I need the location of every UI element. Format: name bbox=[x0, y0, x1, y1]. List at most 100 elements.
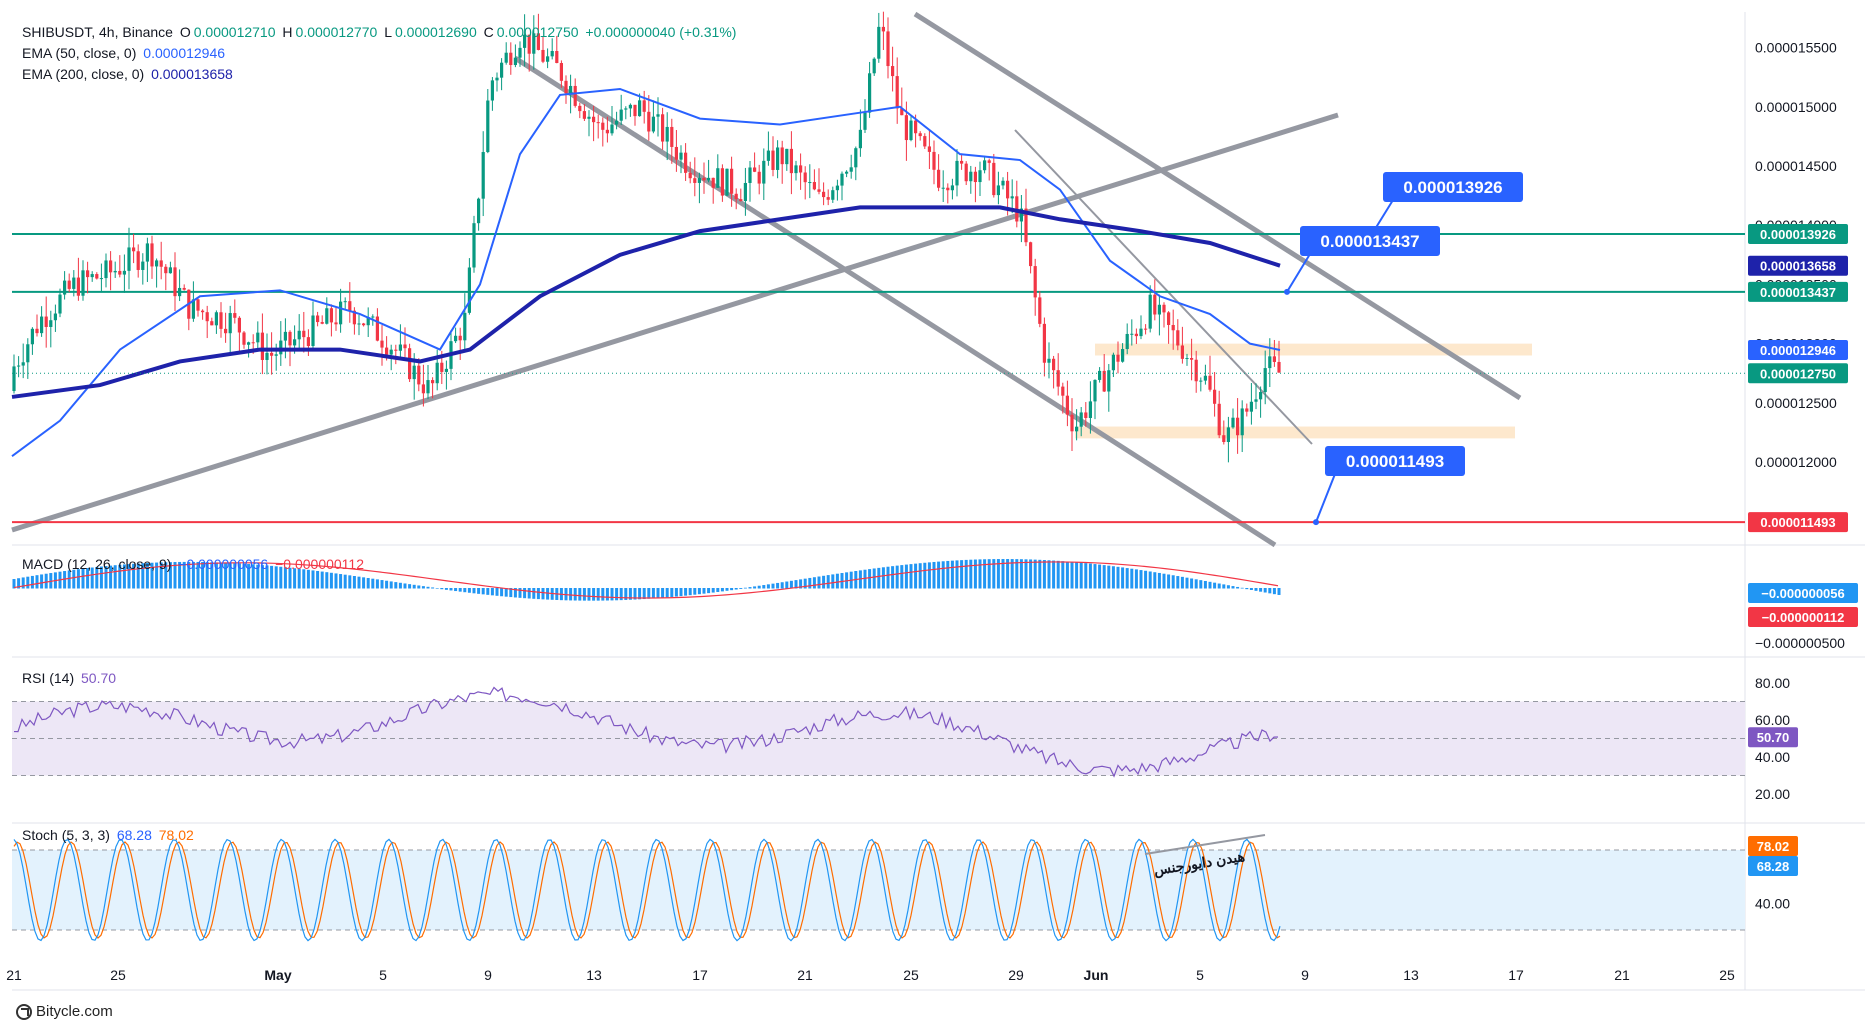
candle-body bbox=[431, 380, 435, 384]
short-trendline bbox=[1014, 129, 1313, 445]
macd-histogram-bar bbox=[932, 561, 936, 589]
macd-histogram-bar bbox=[481, 588, 485, 595]
candle-body bbox=[831, 190, 835, 200]
candle-body bbox=[12, 366, 16, 392]
stoch-band bbox=[12, 850, 1745, 930]
price-badge bbox=[1748, 512, 1848, 533]
macd-histogram-bar bbox=[1263, 588, 1267, 593]
macd-histogram-bar bbox=[86, 568, 90, 589]
candle-body bbox=[1180, 345, 1184, 359]
candle-body bbox=[1116, 354, 1120, 362]
macd-histogram-bar bbox=[955, 560, 959, 589]
candle-body bbox=[973, 171, 977, 183]
candle-body bbox=[891, 66, 895, 77]
candle-body bbox=[904, 115, 908, 141]
macd-histogram-bar bbox=[26, 576, 30, 589]
macd-histogram-bar bbox=[831, 574, 835, 589]
callout-connector bbox=[1286, 253, 1311, 293]
macd-histogram-bar bbox=[90, 567, 94, 589]
candle-body bbox=[288, 331, 292, 346]
price-tick-label: 0.000015000 bbox=[1755, 99, 1837, 115]
candle-body bbox=[477, 198, 481, 224]
macd-histogram-bar bbox=[228, 562, 232, 589]
ema200-value: 0.000013658 bbox=[151, 66, 233, 82]
candle-body bbox=[808, 182, 812, 184]
macd-histogram-bar bbox=[757, 585, 761, 589]
candle-body bbox=[794, 165, 798, 174]
candle-body bbox=[403, 344, 407, 349]
macd-histogram-bar bbox=[1259, 588, 1263, 592]
candle-body bbox=[559, 63, 563, 81]
candle-body bbox=[219, 312, 223, 329]
candle-body bbox=[348, 301, 352, 311]
rsi-legend: RSI (14) 50.70 bbox=[22, 670, 117, 686]
macd-histogram-bar bbox=[150, 562, 154, 589]
candle-body bbox=[67, 280, 71, 289]
macd-histogram-bar bbox=[1079, 562, 1083, 589]
macd-histogram-bar bbox=[371, 578, 375, 589]
macd-histogram-bar bbox=[95, 567, 99, 589]
macd-histogram-bar bbox=[431, 587, 435, 589]
macd-histogram-bar bbox=[173, 562, 177, 589]
macd-badge bbox=[1748, 583, 1858, 603]
ohlc-legend: SHIBUSDT, 4h, Binance O 0.000012710 H 0.00… bbox=[22, 24, 737, 40]
macd-histogram-bar bbox=[67, 570, 71, 589]
macd-histogram-bar bbox=[279, 566, 283, 589]
candle-body bbox=[1052, 358, 1056, 371]
macd-histogram-bar bbox=[578, 588, 582, 601]
candle-body bbox=[302, 330, 306, 338]
macd-histogram-bar bbox=[1249, 588, 1253, 590]
macd-histogram-bar bbox=[247, 564, 251, 589]
macd-histogram-bar bbox=[615, 588, 619, 601]
candle-body bbox=[743, 182, 747, 202]
candle-body bbox=[486, 100, 490, 153]
time-tick-label: 13 bbox=[1403, 967, 1419, 983]
candle-body bbox=[702, 177, 706, 181]
candle-body bbox=[343, 301, 347, 303]
support-resistance-zone bbox=[1075, 426, 1515, 439]
macd-histogram-bar bbox=[1065, 561, 1069, 589]
macd-histogram-bar bbox=[541, 588, 545, 600]
candle-body bbox=[610, 124, 614, 134]
time-tick-label: 5 bbox=[379, 967, 387, 983]
candle-body bbox=[1194, 359, 1198, 382]
candle-body bbox=[886, 31, 890, 67]
macd-histogram-bar bbox=[118, 564, 122, 589]
macd-histogram-bar bbox=[366, 578, 370, 589]
candle-body bbox=[895, 76, 899, 109]
macd-histogram-bar bbox=[449, 588, 453, 591]
macd-histogram-bar bbox=[1052, 560, 1056, 589]
macd-histogram-bar bbox=[1226, 585, 1230, 589]
macd-histogram-bar bbox=[596, 588, 600, 601]
macd-histogram-bar bbox=[886, 566, 890, 589]
candle-body bbox=[1222, 435, 1226, 443]
candle-body bbox=[872, 58, 876, 74]
candle-body bbox=[1208, 375, 1212, 390]
macd-histogram-bar bbox=[674, 588, 678, 597]
candle-body bbox=[812, 182, 816, 190]
time-tick-label: 21 bbox=[797, 967, 813, 983]
candle-body bbox=[518, 47, 522, 58]
candle-body bbox=[380, 340, 384, 348]
macd-histogram-bar bbox=[40, 574, 44, 589]
candle-body bbox=[1061, 386, 1065, 396]
rsi-badge bbox=[1748, 727, 1798, 748]
macd-histogram-bar bbox=[592, 588, 596, 601]
candle-body bbox=[670, 126, 674, 147]
macd-histogram-bar bbox=[1010, 559, 1014, 589]
candle-body bbox=[504, 52, 508, 63]
candle-body bbox=[109, 260, 113, 273]
macd-histogram-bar bbox=[1167, 574, 1171, 589]
macd-histogram-bar bbox=[504, 588, 508, 597]
candle-body bbox=[845, 171, 849, 174]
candle-body bbox=[555, 51, 559, 64]
macd-histogram-bar bbox=[895, 565, 899, 589]
candle-body bbox=[918, 133, 922, 137]
macd-histogram-bar bbox=[1157, 572, 1161, 589]
macd-histogram-bar bbox=[1107, 565, 1111, 589]
candle-body bbox=[375, 316, 379, 341]
candle-body bbox=[927, 146, 931, 152]
macd-histogram-bar bbox=[937, 561, 941, 589]
price-badge-label: 0.000013437 bbox=[1760, 285, 1836, 300]
candle-body bbox=[969, 171, 973, 182]
